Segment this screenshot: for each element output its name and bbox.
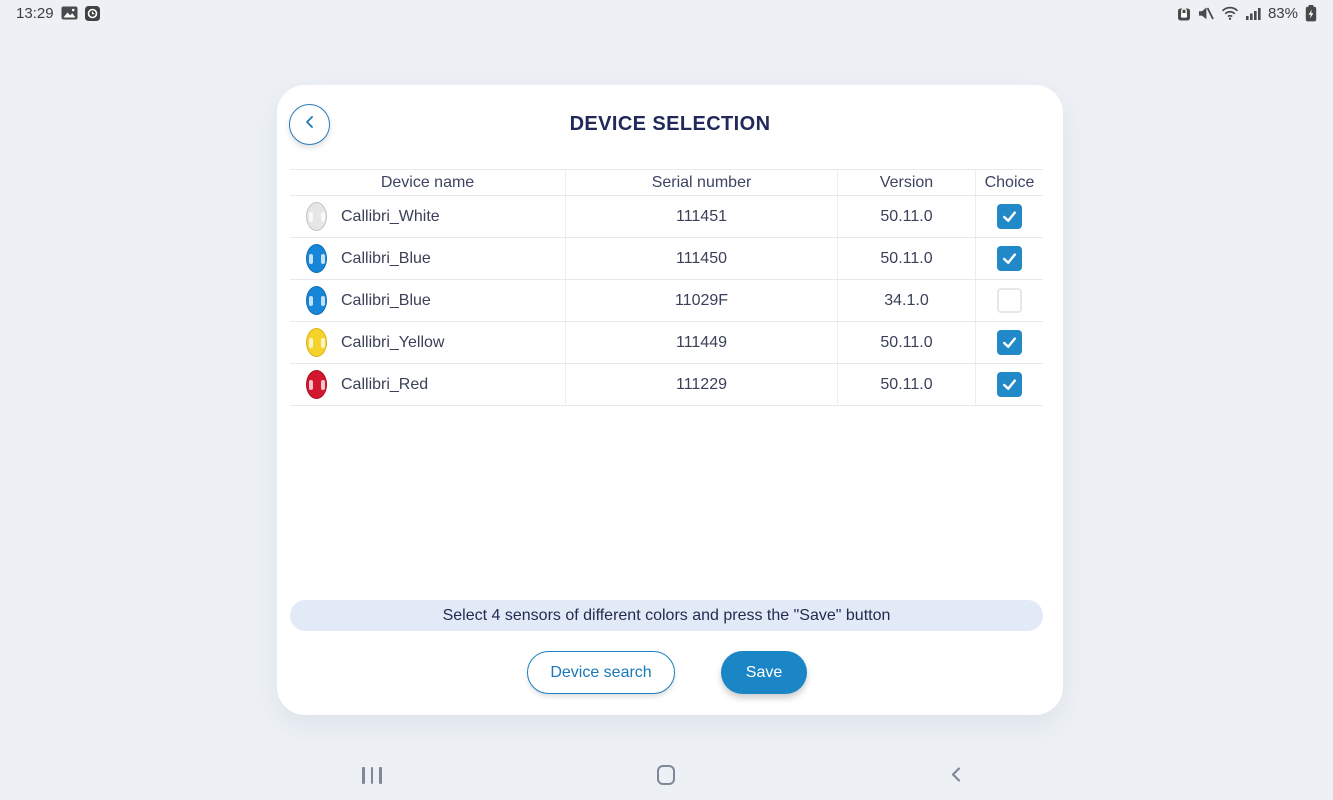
signal-icon (1245, 7, 1261, 20)
device-color-icon (306, 328, 327, 357)
checkmark-icon (1003, 211, 1017, 223)
device-version: 50.11.0 (837, 322, 975, 363)
back-icon[interactable] (951, 767, 961, 787)
wifi-icon (1221, 6, 1239, 20)
lock-icon (1177, 5, 1191, 21)
gallery-icon (61, 6, 78, 20)
page-title: DEVICE SELECTION (569, 113, 771, 135)
chevron-left-icon (304, 115, 315, 134)
device-table: Device name Serial number Version Choice… (290, 169, 1043, 406)
hint-text: Select 4 sensors of different colors and… (442, 606, 891, 624)
column-header-choice: Choice (975, 170, 1043, 195)
device-name: Callibri_White (341, 207, 440, 225)
checkmark-icon (1003, 253, 1017, 265)
hint-banner: Select 4 sensors of different colors and… (290, 600, 1043, 631)
device-color-icon (306, 286, 327, 315)
device-selection-card: DEVICE SELECTION Device name Serial numb… (277, 85, 1063, 715)
table-row: Callibri_Blue 111450 50.11.0 (290, 238, 1043, 280)
device-version: 34.1.0 (837, 280, 975, 321)
table-row: Callibri_Yellow 111449 50.11.0 (290, 322, 1043, 364)
mute-icon (1198, 6, 1214, 21)
device-name: Callibri_Blue (341, 291, 431, 309)
table-row: Callibri_White 111451 50.11.0 (290, 196, 1043, 238)
status-bar-right: 83% (1177, 4, 1317, 22)
battery-charging-icon (1305, 4, 1317, 22)
column-header-device-name: Device name (380, 173, 475, 191)
device-color-icon (306, 244, 327, 273)
column-header-serial-number: Serial number (565, 170, 837, 195)
checkmark-icon (1003, 379, 1017, 391)
device-serial: 111229 (565, 364, 837, 405)
status-bar: 13:29 83% (0, 0, 1333, 26)
home-icon[interactable] (657, 765, 675, 785)
device-name: Callibri_Red (341, 375, 429, 393)
device-serial: 11029F (565, 280, 837, 321)
device-serial: 111451 (565, 196, 837, 237)
device-checkbox[interactable] (997, 330, 1022, 355)
recents-icon[interactable] (362, 767, 382, 784)
device-checkbox[interactable] (997, 204, 1022, 229)
checkmark-icon (1003, 337, 1017, 349)
device-version: 50.11.0 (837, 364, 975, 405)
device-version: 50.11.0 (837, 238, 975, 279)
device-version: 50.11.0 (837, 196, 975, 237)
device-color-icon (306, 370, 327, 399)
table-row: Callibri_Red 111229 50.11.0 (290, 364, 1043, 406)
screen-record-icon (84, 5, 100, 21)
back-button[interactable] (289, 104, 330, 145)
device-serial: 111449 (565, 322, 837, 363)
status-time: 13:29 (16, 4, 54, 22)
column-header-version: Version (837, 170, 975, 195)
table-header: Device name Serial number Version Choice (290, 169, 1043, 196)
table-body: Callibri_White 111451 50.11.0 Callibri_B… (290, 196, 1043, 406)
status-bar-left: 13:29 (16, 5, 100, 22)
device-color-icon (306, 202, 327, 231)
device-checkbox[interactable] (997, 288, 1022, 313)
device-checkbox[interactable] (997, 372, 1022, 397)
device-name: Callibri_Blue (341, 249, 431, 267)
save-button[interactable]: Save (721, 651, 807, 694)
battery-percent: 83% (1267, 4, 1298, 22)
device-search-button[interactable]: Device search (527, 651, 675, 694)
device-checkbox[interactable] (997, 246, 1022, 271)
device-serial: 111450 (565, 238, 837, 279)
table-row: Callibri_Blue 11029F 34.1.0 (290, 280, 1043, 322)
device-name: Callibri_Yellow (341, 333, 445, 351)
